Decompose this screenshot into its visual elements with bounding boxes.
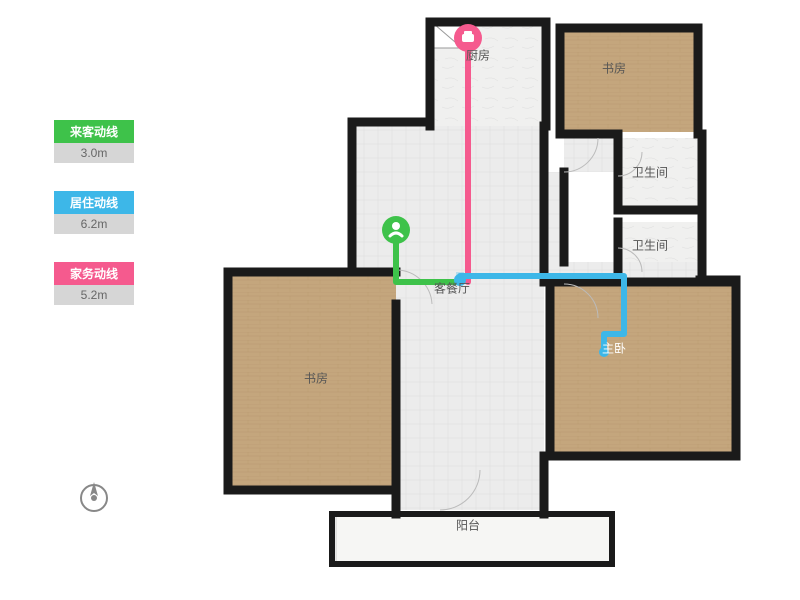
legend-label-guest: 来客动线 [54, 120, 134, 143]
label-kitchen: 厨房 [466, 47, 490, 64]
legend-item-housework: 家务动线 5.2m [54, 262, 134, 305]
label-balcony: 阳台 [456, 517, 480, 534]
marker-guest-start [382, 216, 410, 244]
legend-label-housework: 家务动线 [54, 262, 134, 285]
room-master [554, 284, 734, 454]
label-bath2: 卫生间 [632, 237, 668, 254]
floorplan [220, 14, 760, 574]
label-bath1: 卫生间 [632, 164, 668, 181]
legend-value-guest: 3.0m [54, 143, 134, 163]
legend-item-guest: 来客动线 3.0m [54, 120, 134, 163]
legend-value-housework: 5.2m [54, 285, 134, 305]
legend-item-resident: 居住动线 6.2m [54, 191, 134, 234]
label-study-left: 书房 [304, 370, 328, 387]
label-master: 主卧 [602, 340, 626, 357]
label-living: 客餐厅 [434, 280, 470, 297]
compass-icon [74, 478, 114, 518]
legend-value-resident: 6.2m [54, 214, 134, 234]
label-study-top: 书房 [602, 60, 626, 77]
room-study-top [564, 30, 694, 132]
legend-label-resident: 居住动线 [54, 191, 134, 214]
legend: 来客动线 3.0m 居住动线 6.2m 家务动线 5.2m [54, 120, 134, 333]
